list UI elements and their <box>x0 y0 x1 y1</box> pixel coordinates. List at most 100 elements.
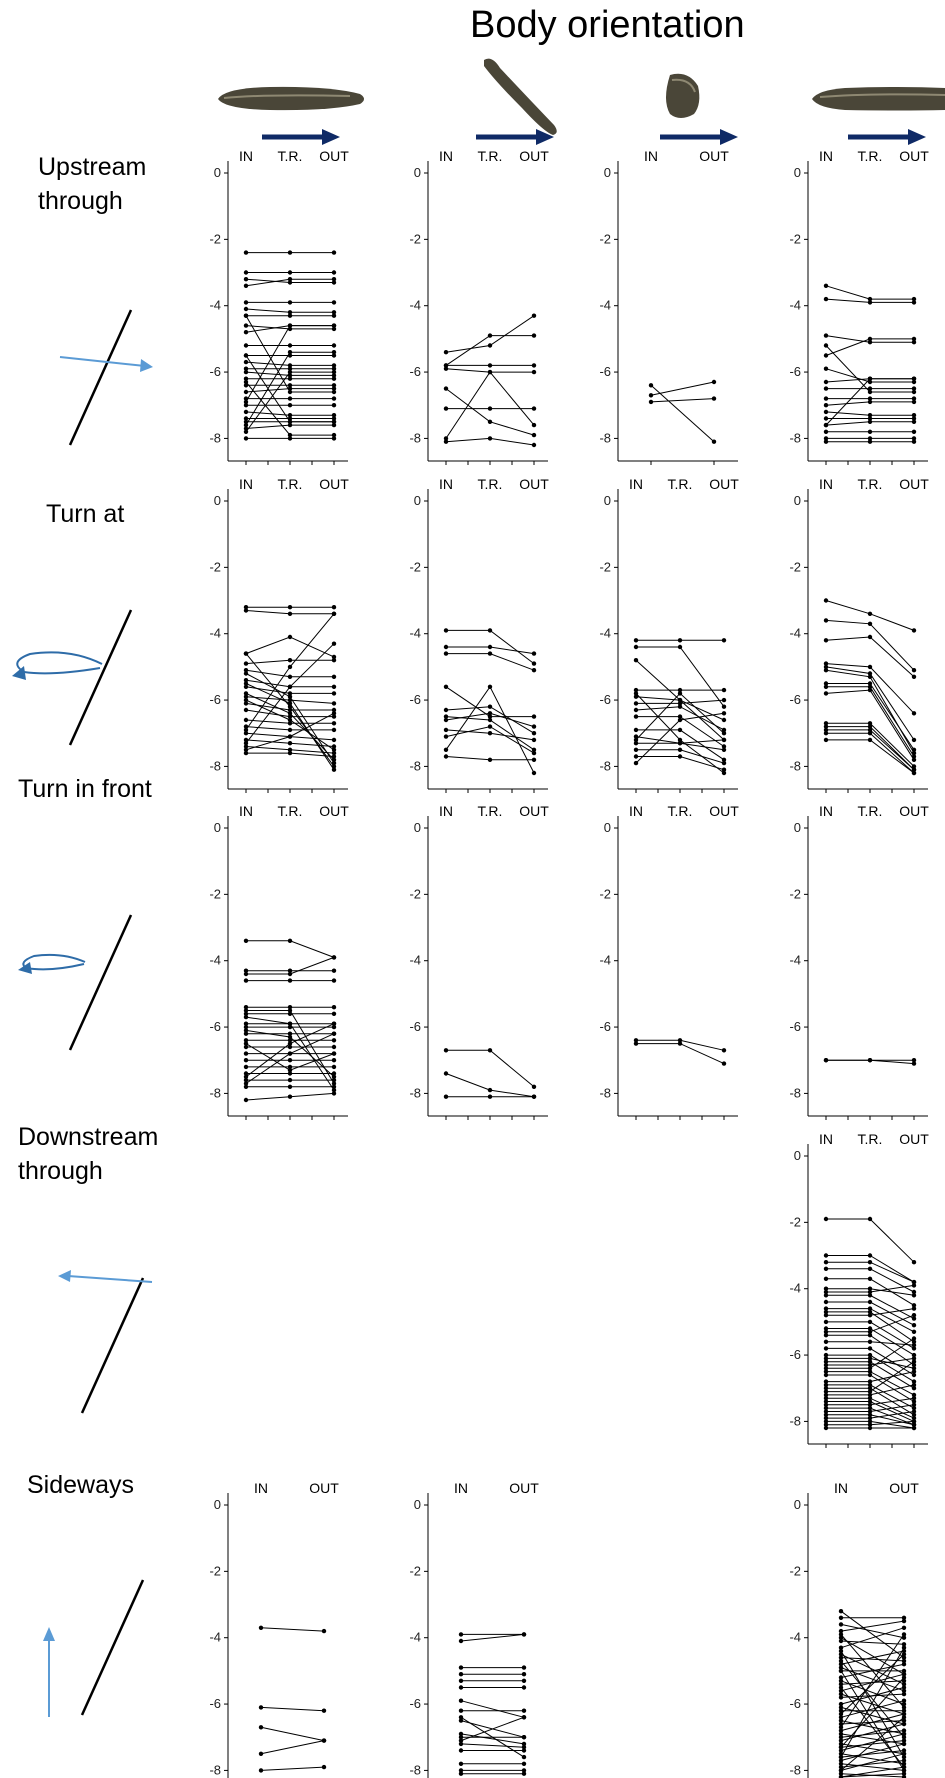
data-point <box>867 1346 873 1351</box>
data-point <box>911 1061 917 1066</box>
panel-r4-c1: 0 -2 -4 -6 -8 IN OUT <box>409 1480 539 1778</box>
x-category-label: T.R. <box>478 476 503 492</box>
panel-r4-c3: 0 -2 -4 -6 -8 IN OUT <box>789 1480 919 1778</box>
data-point <box>838 1662 844 1667</box>
data-point <box>823 1339 829 1345</box>
x-category-label: IN <box>454 1480 468 1496</box>
series-line <box>840 1713 905 1732</box>
data-point <box>531 661 537 666</box>
y-tick-label: -2 <box>409 559 421 574</box>
data-point <box>287 1077 293 1083</box>
sideways-icon <box>43 1579 145 1717</box>
data-point <box>243 1051 249 1056</box>
data-point <box>331 416 337 421</box>
data-point <box>243 429 249 434</box>
data-point <box>838 1708 844 1713</box>
data-point <box>823 1326 829 1331</box>
series-line <box>840 1753 905 1765</box>
series-line <box>840 1637 905 1675</box>
series-line <box>260 1726 325 1742</box>
data-point <box>721 744 727 749</box>
data-point <box>521 1754 527 1760</box>
data-point <box>531 714 537 719</box>
data-point <box>521 1708 527 1713</box>
data-point <box>331 968 337 973</box>
series-line <box>840 1677 905 1748</box>
data-point <box>287 343 293 348</box>
data-point <box>531 651 537 656</box>
data-point <box>287 978 293 983</box>
data-point <box>287 1068 293 1073</box>
y-tick-label: -8 <box>789 1762 801 1777</box>
y-tick-label: -4 <box>789 298 801 313</box>
series-line <box>245 636 335 658</box>
data-point <box>867 1396 873 1401</box>
series-line <box>840 1640 905 1645</box>
data-point <box>838 1764 844 1770</box>
data-point <box>633 727 639 733</box>
series-line <box>840 1647 905 1758</box>
data-point <box>531 668 537 673</box>
data-point <box>633 734 639 739</box>
data-point <box>531 1084 537 1090</box>
data-point <box>823 598 829 603</box>
panel-r1-c3: 0 -2 -4 -6 -8 IN T.R. OUT <box>789 476 929 793</box>
data-point <box>838 1771 844 1776</box>
data-point <box>911 389 917 395</box>
y-tick-label: 0 <box>414 1497 421 1512</box>
data-point <box>331 737 337 743</box>
data-point <box>287 323 293 328</box>
data-point <box>487 651 493 656</box>
data-point <box>838 1758 844 1763</box>
data-point <box>823 731 829 736</box>
data-point <box>677 747 683 752</box>
upstream-through-icon <box>59 309 153 446</box>
data-point <box>633 741 639 746</box>
y-tick-label: -4 <box>789 953 801 968</box>
data-point <box>521 1761 527 1767</box>
data-point <box>243 1064 249 1070</box>
data-point <box>867 721 873 726</box>
data-point <box>901 1764 907 1770</box>
panel-r2-c2: 0 -2 -4 -6 -8 IN T.R. OUT <box>599 803 739 1120</box>
data-point <box>287 1034 293 1040</box>
data-point <box>838 1691 844 1697</box>
series-line <box>840 1627 905 1649</box>
data-point <box>287 422 293 428</box>
data-point <box>487 731 493 736</box>
data-point <box>287 396 293 401</box>
data-point <box>531 1094 537 1099</box>
data-point <box>243 1028 249 1033</box>
x-category-label: OUT <box>309 1480 339 1496</box>
data-point <box>901 1735 907 1740</box>
data-point <box>243 678 249 683</box>
data-point <box>633 747 639 752</box>
x-category-label: OUT <box>319 148 349 164</box>
y-tick-label: 0 <box>214 820 221 835</box>
data-point <box>823 1392 829 1398</box>
data-point <box>867 1309 873 1315</box>
data-point <box>331 419 337 424</box>
data-point <box>677 644 683 650</box>
y-tick-label: -4 <box>409 626 421 641</box>
y-tick-label: -4 <box>789 626 801 641</box>
data-point <box>911 429 917 434</box>
data-point <box>331 1071 337 1076</box>
series-line <box>445 388 535 436</box>
series-line <box>260 1627 325 1632</box>
data-point <box>287 968 293 973</box>
data-point <box>823 1346 829 1351</box>
data-point <box>331 764 337 769</box>
y-tick-label: -4 <box>409 1630 421 1645</box>
data-point <box>911 1342 917 1348</box>
data-point <box>823 1359 829 1364</box>
series-line <box>840 1733 905 1751</box>
data-point <box>911 419 917 424</box>
data-point <box>287 711 293 716</box>
data-point <box>331 744 337 749</box>
x-category-label: OUT <box>319 803 349 819</box>
data-point <box>867 1405 873 1411</box>
data-point <box>901 1685 907 1690</box>
data-point <box>867 419 873 424</box>
data-point <box>287 270 293 275</box>
